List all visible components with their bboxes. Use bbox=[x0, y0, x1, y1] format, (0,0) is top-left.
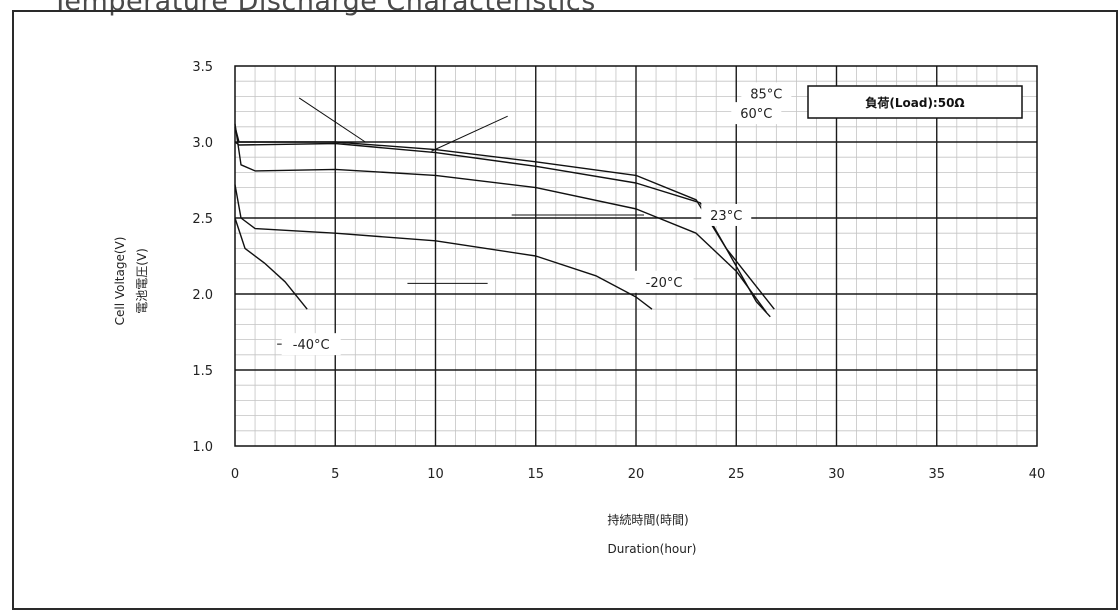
series-label-bg bbox=[741, 82, 792, 105]
y-tick-label: 1.5 bbox=[192, 364, 213, 379]
series-line bbox=[234, 217, 308, 310]
series-label: -40°C bbox=[293, 338, 330, 353]
series-label-bg bbox=[281, 333, 341, 356]
y-axis-title-jp: 電池電圧(V) bbox=[135, 248, 149, 314]
x-axis-title-en: Duration(hour) bbox=[608, 542, 697, 556]
series-label: 60°C bbox=[740, 107, 772, 122]
x-tick-label: 35 bbox=[928, 467, 945, 482]
x-tick-labels: 0 5 10 15 20 25 30 35 40 bbox=[231, 467, 1045, 482]
series-line bbox=[234, 184, 653, 310]
y-tick-label: 3.0 bbox=[192, 136, 213, 151]
x-tick-label: 40 bbox=[1029, 467, 1046, 482]
series-label-bg bbox=[731, 102, 782, 125]
page-title: Temperature Discharge Characteristics bbox=[52, 0, 596, 17]
y-tick-label: 2.0 bbox=[192, 288, 213, 303]
series-line bbox=[234, 141, 775, 310]
x-axis-title-jp: 持続時間(時間) bbox=[607, 512, 688, 527]
x-tick-label: 5 bbox=[331, 467, 339, 482]
discharge-chart: 3.5 3.0 2.5 2.0 1.5 1.0 0 5 10 15 20 25 30 35 40 85°C… bbox=[113, 60, 1045, 556]
legend-box bbox=[807, 85, 1023, 119]
y-tick-label: 2.5 bbox=[192, 212, 213, 227]
series-leader-line bbox=[298, 97, 366, 143]
y-tick-label: 3.5 bbox=[192, 60, 213, 75]
series-label-bg bbox=[634, 270, 694, 293]
series-label: -20°C bbox=[646, 276, 683, 291]
x-tick-label: 30 bbox=[828, 467, 845, 482]
series-line bbox=[234, 126, 771, 318]
x-tick-label: 20 bbox=[628, 467, 645, 482]
x-tick-label: 15 bbox=[527, 467, 544, 482]
series-line bbox=[234, 123, 767, 313]
series-label: 85°C bbox=[750, 87, 782, 102]
series-lines bbox=[234, 123, 775, 318]
x-tick-label: 0 bbox=[231, 467, 239, 482]
series-labels: 85°C 60°C 23°C -20°C -40°C bbox=[277, 82, 792, 356]
major-grid bbox=[235, 66, 1037, 446]
legend-text: 負荷(Load):50Ω bbox=[865, 95, 964, 110]
series-label-bg bbox=[701, 203, 752, 226]
series-leader-line bbox=[431, 115, 508, 152]
y-tick-labels: 3.5 3.0 2.5 2.0 1.5 1.0 bbox=[192, 60, 213, 455]
plot-area-border bbox=[234, 65, 1038, 447]
x-tick-label: 25 bbox=[728, 467, 745, 482]
x-tick-label: 10 bbox=[427, 467, 444, 482]
y-axis-title-en: Cell Voltage(V) bbox=[113, 237, 127, 326]
series-label: 23°C bbox=[710, 209, 742, 224]
y-tick-label: 1.0 bbox=[192, 440, 213, 455]
